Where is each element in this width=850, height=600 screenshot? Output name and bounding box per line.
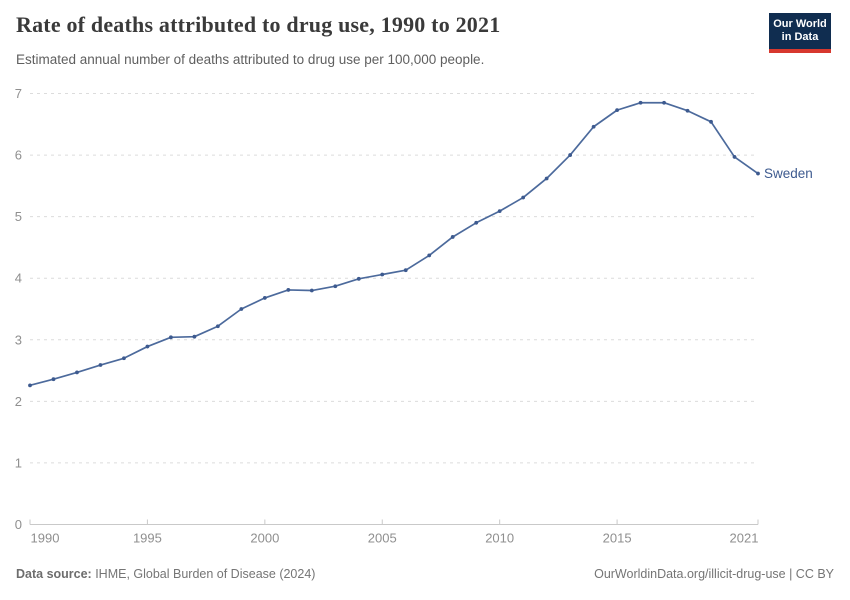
sweden-point-2016[interactable]	[638, 100, 643, 105]
sweden-point-2000[interactable]	[262, 296, 267, 300]
sweden-point-2017[interactable]	[662, 100, 666, 105]
sweden-point-2004[interactable]	[356, 276, 361, 281]
y-tick-label-2: 2	[15, 394, 22, 409]
sweden-point-2015[interactable]	[615, 108, 619, 113]
sweden-point-2007[interactable]	[427, 253, 432, 258]
sweden-point-2018[interactable]	[685, 108, 690, 113]
y-tick-label-5: 5	[15, 209, 22, 224]
page-title: Rate of deaths attributed to drug use, 1…	[16, 12, 501, 37]
x-tick-label-2015: 2015	[603, 531, 632, 546]
sweden-point-1993[interactable]	[98, 363, 103, 367]
owid-logo-line1: Our World	[773, 18, 827, 30]
sweden-point-2005[interactable]	[380, 272, 385, 277]
sweden-point-2014[interactable]	[591, 124, 596, 129]
sweden-point-1999[interactable]	[239, 307, 244, 311]
sweden-point-2021[interactable]	[756, 171, 760, 176]
sweden-point-2020[interactable]	[732, 155, 737, 159]
y-tick-label-3: 3	[15, 332, 22, 347]
sweden-point-1998[interactable]	[215, 324, 220, 329]
x-tick-label-2000: 2000	[250, 531, 279, 546]
y-tick-label-0: 0	[15, 517, 22, 532]
sweden-point-1990[interactable]	[28, 383, 32, 388]
sweden-point-2001[interactable]	[286, 288, 291, 292]
data-source-text: IHME, Global Burden of Disease (2024)	[91, 567, 316, 581]
y-tick-label-4: 4	[15, 271, 22, 286]
sweden-point-1991[interactable]	[51, 377, 56, 382]
chart-subtitle: Estimated annual number of deaths attrib…	[16, 52, 485, 67]
sweden-point-1996[interactable]	[169, 335, 173, 340]
owid-logo-line2: in Data	[781, 31, 819, 43]
sweden-point-2009[interactable]	[474, 220, 479, 225]
sweden-point-2008[interactable]	[450, 235, 455, 239]
y-tick-label-7: 7	[15, 86, 22, 101]
sweden-point-1992[interactable]	[75, 370, 79, 375]
sweden-point-2006[interactable]	[403, 268, 408, 273]
y-tick-label-1: 1	[15, 455, 22, 470]
sweden-point-2012[interactable]	[544, 176, 549, 181]
x-tick-label-2005: 2005	[368, 531, 397, 546]
data-source-label: Data source:	[16, 567, 92, 581]
line-chart-area: 0 1 2 3 4 5 6 7 1990 1995 2000 2005 2010 2015 2021 Swed…	[0, 80, 850, 555]
sweden-point-1995[interactable]	[145, 344, 150, 349]
sweden-point-1994[interactable]	[122, 356, 126, 361]
sweden-point-2010[interactable]	[497, 209, 502, 214]
sweden-point-2011[interactable]	[521, 195, 526, 200]
x-tick-label-2021: 2021	[730, 531, 759, 546]
line-chart-svg: 0 1 2 3 4 5 6 7 1990 1995 2000 2005 2010 2015 2021 Swed…	[15, 86, 813, 546]
sweden-point-2019[interactable]	[709, 119, 713, 124]
sweden-point-2013[interactable]	[568, 153, 573, 157]
data-source-note: Data source: IHME, Global Burden of Dise…	[16, 567, 315, 581]
sweden-point-1997[interactable]	[192, 334, 197, 339]
x-tick-label-1995: 1995	[133, 531, 162, 546]
sweden-point-2003[interactable]	[333, 284, 338, 289]
sweden-point-2002[interactable]	[309, 288, 314, 293]
y-tick-label-6: 6	[15, 148, 22, 163]
series-label-sweden[interactable]: Sweden	[764, 166, 813, 181]
x-tick-label-2010: 2010	[485, 531, 514, 546]
license-link[interactable]: OurWorldinData.org/illicit-drug-use | CC…	[594, 567, 834, 581]
owid-logo: Our World in Data	[769, 13, 831, 53]
sweden-line-series[interactable]	[29, 101, 759, 387]
x-tick-label-1990: 1990	[31, 531, 60, 546]
